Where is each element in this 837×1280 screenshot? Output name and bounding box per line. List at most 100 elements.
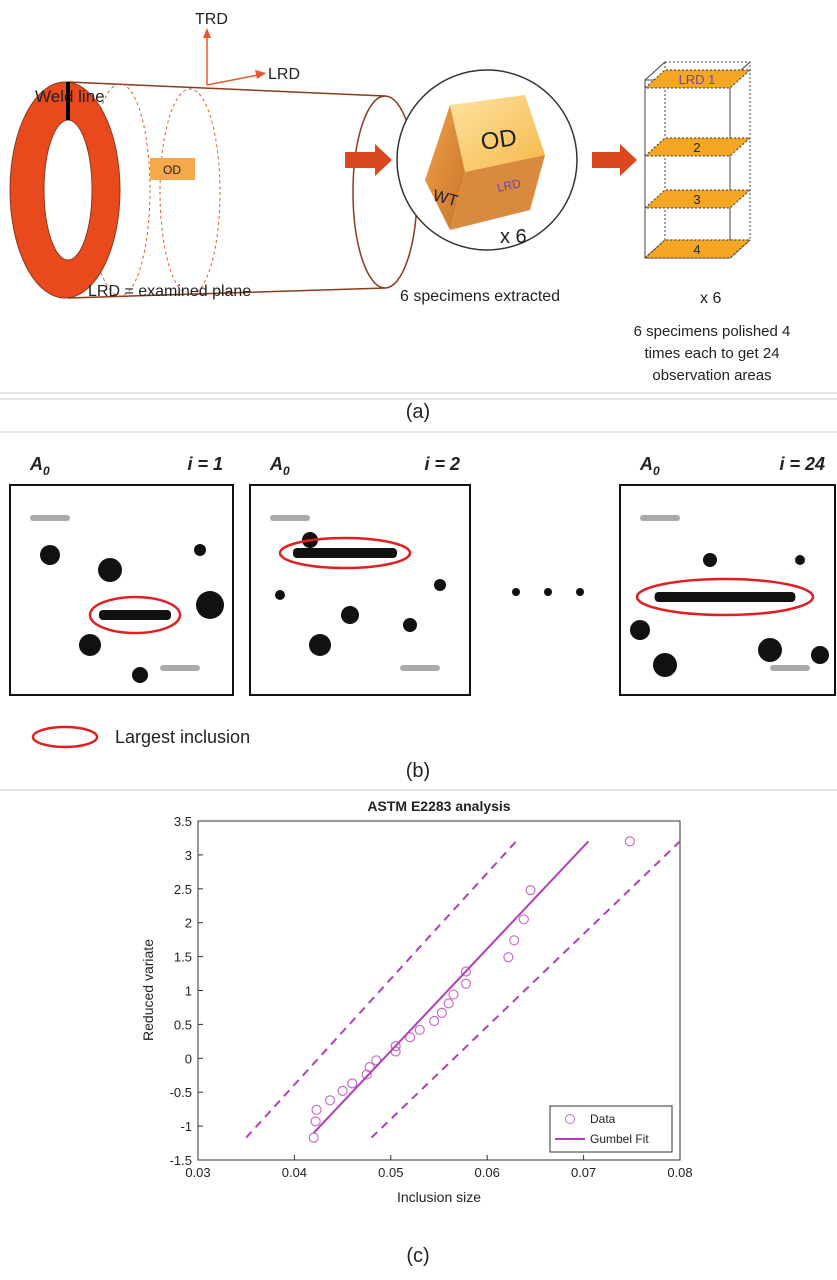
figure: TRD LRD Weld line OD LRD = examined plan…: [0, 0, 837, 1275]
plane-label: 3: [693, 192, 700, 207]
micrograph: A0 i = 2: [250, 454, 470, 695]
panel-label: (b): [406, 760, 430, 782]
data-point: [461, 979, 470, 988]
chart: ASTM E2283 analysis Inclusion size Reduc…: [140, 798, 693, 1267]
inclusion: [703, 553, 717, 567]
area-subscript: 0: [43, 464, 50, 478]
confidence-line: [246, 841, 516, 1137]
caption: times each to get 24: [644, 345, 779, 362]
inclusion: [795, 555, 805, 565]
streak: [770, 665, 810, 671]
inclusion: [309, 634, 331, 656]
y-tick-label: 0: [185, 1051, 192, 1066]
data-point: [415, 1025, 424, 1034]
area-symbol: A: [269, 454, 283, 474]
confidence-line: [372, 841, 680, 1137]
axis-label: LRD: [268, 66, 300, 83]
y-tick-label: 1.5: [174, 950, 192, 965]
y-tick-label: 3.5: [174, 814, 192, 829]
data-point: [309, 1133, 318, 1142]
flow-arrow: [345, 144, 392, 176]
legend-label: Largest inclusion: [115, 727, 250, 747]
legend-label: Data: [590, 1112, 616, 1126]
data-point: [348, 1079, 357, 1088]
y-tick-label: 1: [185, 984, 192, 999]
cube-label: OD: [479, 124, 518, 156]
streak: [160, 665, 200, 671]
inclusion: [403, 618, 417, 632]
arrow-head: [255, 70, 266, 79]
legend-label: Gumbel Fit: [590, 1132, 649, 1146]
streak: [270, 515, 310, 521]
plane-label: 2: [693, 140, 700, 155]
od-label: OD: [163, 163, 181, 177]
image-index: i = 2: [424, 454, 460, 474]
data-point: [326, 1096, 335, 1105]
ellipsis-dot: [544, 588, 552, 596]
chart-title: ASTM E2283 analysis: [367, 798, 510, 814]
panel-label: (c): [406, 1245, 429, 1267]
image-index: i = 24: [779, 454, 825, 474]
area-label: A0: [29, 454, 50, 478]
data-point: [504, 953, 513, 962]
area-symbol: A: [639, 454, 653, 474]
area-subscript: 0: [283, 464, 290, 478]
data-point: [311, 1117, 320, 1126]
x-tick-label: 0.07: [571, 1165, 596, 1180]
arrow-head: [203, 28, 211, 38]
area-subscript: 0: [653, 464, 660, 478]
stack-frame: [645, 62, 750, 258]
y-tick-label: -0.5: [170, 1085, 192, 1100]
plane-label: 4: [693, 242, 700, 257]
plane-label: LRD 1: [679, 72, 716, 87]
micrograph: A0i = 1: [10, 454, 233, 695]
data-point: [444, 999, 453, 1008]
y-tick-label: 2: [185, 916, 192, 931]
micrograph: A0 i = 24: [620, 454, 835, 695]
data-point: [625, 837, 634, 846]
caption: LRD = examined plane: [88, 283, 251, 300]
inclusion: [758, 638, 782, 662]
data-point: [437, 1008, 446, 1017]
fit-line: [314, 841, 589, 1133]
data-point: [449, 990, 458, 999]
y-tick-label: -1.5: [170, 1153, 192, 1168]
inclusion: [275, 590, 285, 600]
cut-line: [160, 89, 220, 295]
data-point: [519, 915, 528, 924]
ellipsis-dot: [512, 588, 520, 596]
area-symbol: A: [29, 454, 43, 474]
weld-label: Weld line: [35, 87, 105, 106]
area-label: A0: [639, 454, 660, 478]
streak: [400, 665, 440, 671]
data-point: [430, 1017, 439, 1026]
axis-arrow: [207, 75, 258, 85]
legend-ellipse: [33, 727, 97, 747]
page: TRD LRD Weld line OD LRD = examined plan…: [0, 0, 837, 1280]
inclusion: [293, 548, 397, 558]
cube-count: x 6: [500, 226, 527, 248]
data-point: [338, 1086, 347, 1095]
x-tick-label: 0.04: [282, 1165, 307, 1180]
x-axis-label: Inclusion size: [397, 1189, 481, 1205]
caption: observation areas: [652, 367, 771, 384]
planes: LRD 1 2 3 4: [645, 70, 750, 258]
axis-label: TRD: [195, 11, 228, 28]
y-tick-label: -1: [180, 1119, 192, 1134]
x-tick-label: 0.08: [667, 1165, 692, 1180]
x-tick-label: 0.05: [378, 1165, 403, 1180]
streak: [30, 515, 70, 521]
y-tick-label: 3: [185, 848, 192, 863]
inclusion: [40, 545, 60, 565]
y-tick-label: 2.5: [174, 882, 192, 897]
inclusion: [132, 667, 148, 683]
caption: 6 specimens extracted: [400, 288, 560, 305]
y-axis-label: Reduced variate: [140, 939, 156, 1041]
y-tick-label: 0.5: [174, 1017, 192, 1032]
flow-arrow: [592, 144, 637, 176]
x-tick-label: 0.06: [475, 1165, 500, 1180]
inclusion: [98, 558, 122, 582]
inclusion: [653, 653, 677, 677]
